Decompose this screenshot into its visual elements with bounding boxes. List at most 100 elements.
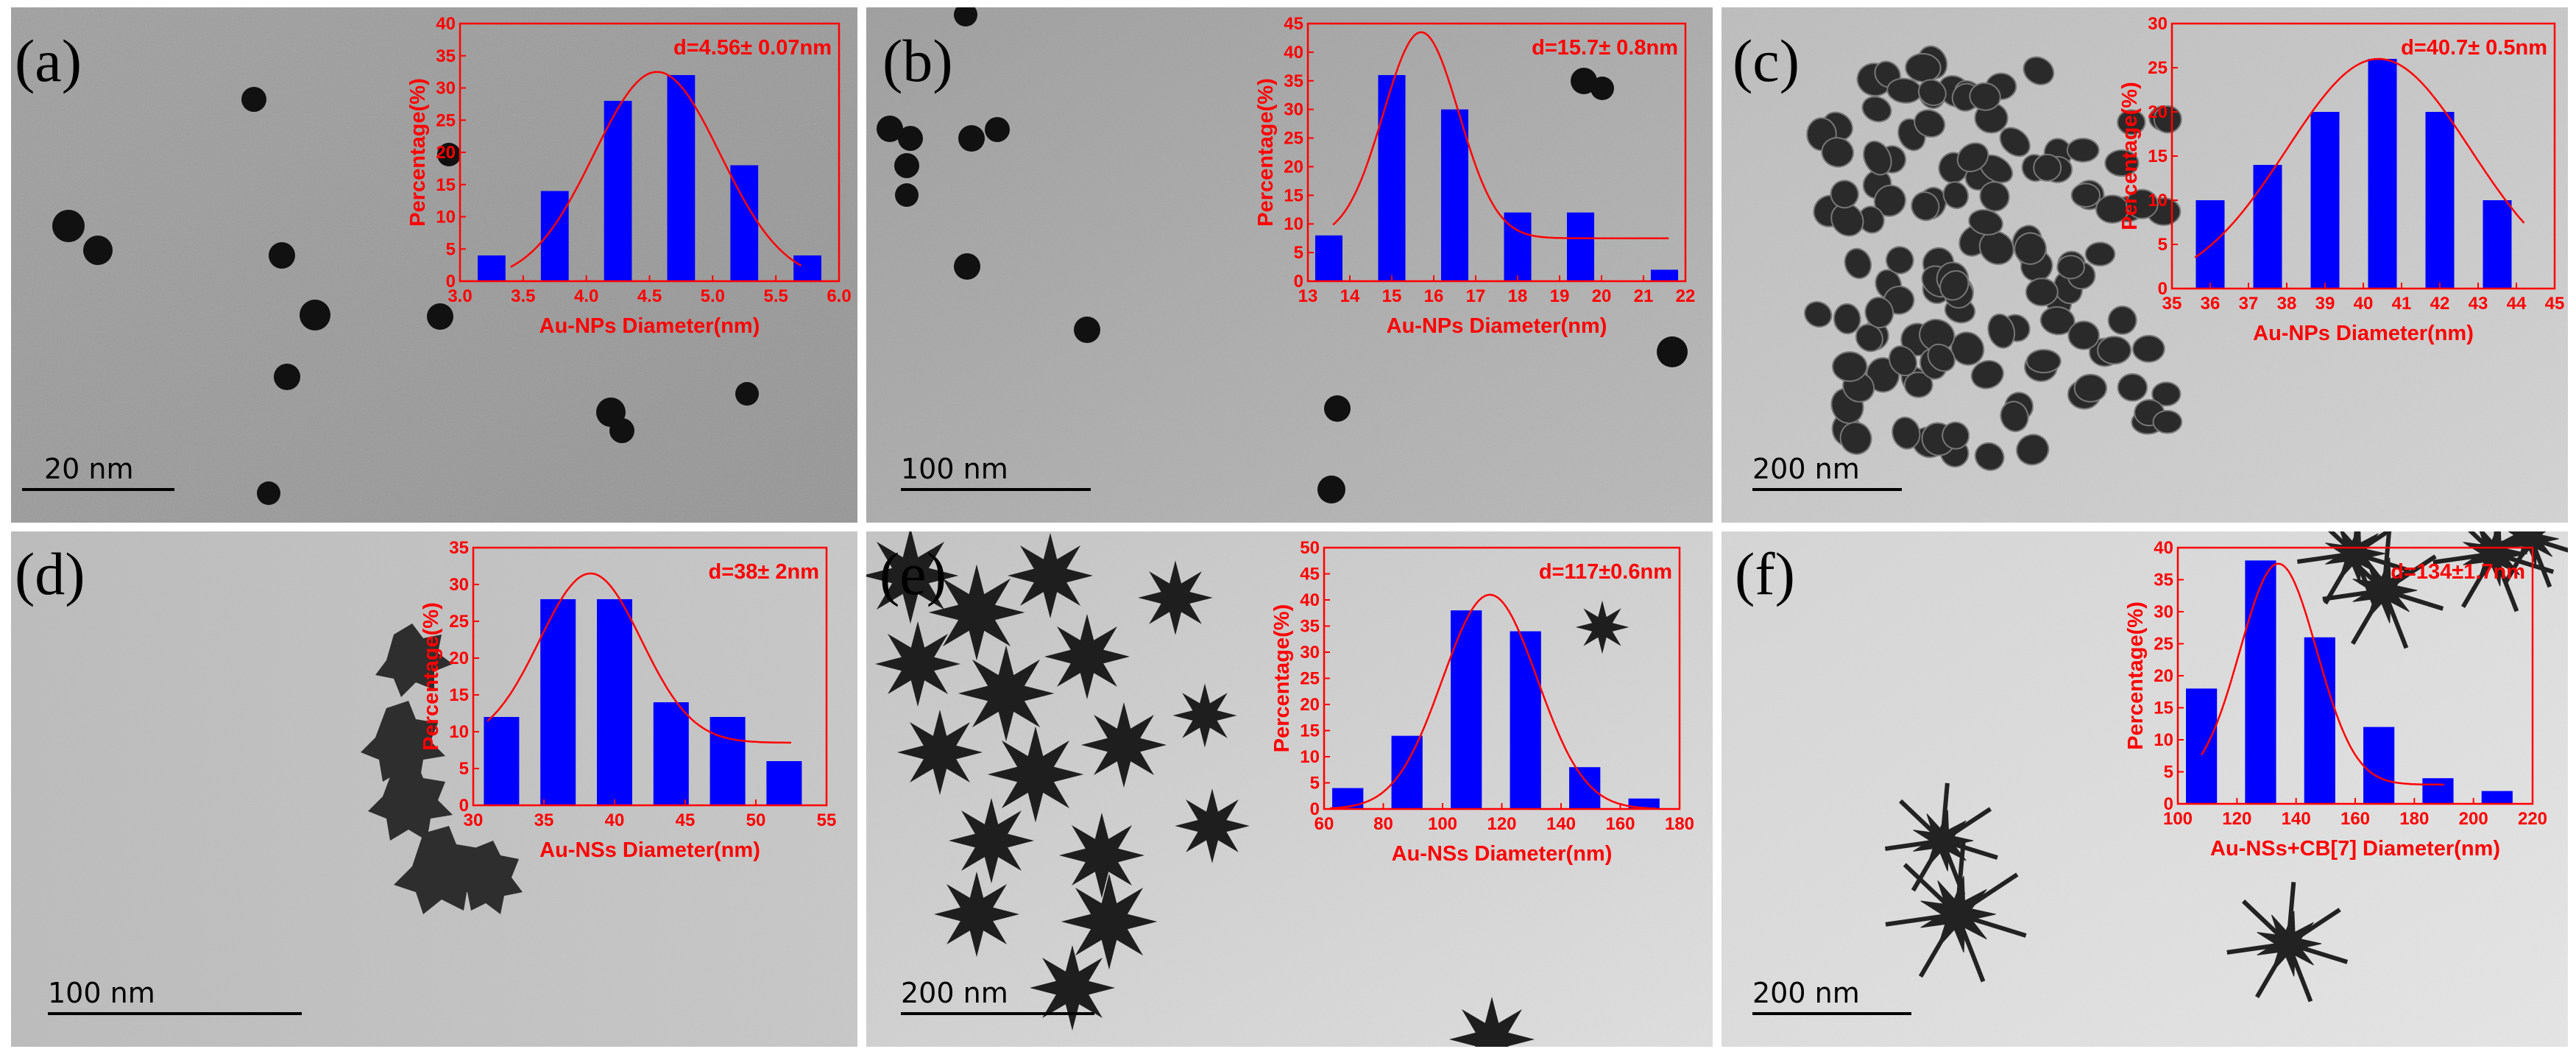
x-tick-label: 14	[1340, 286, 1360, 306]
histogram-e: 60 80 100 120 140 160 180 0 5 10 15 20 25 30 35 40 45 50 A…	[1270, 538, 1694, 866]
gaussian-fit-line	[2201, 562, 2444, 786]
y-tick-label: 0	[459, 796, 469, 816]
y-tick-label: 30	[436, 79, 456, 99]
x-tick-label: 36	[2201, 294, 2221, 314]
x-tick-label: 100	[2163, 809, 2193, 829]
y-tick-label: 25	[1284, 129, 1303, 149]
histogram-bar	[2481, 791, 2513, 804]
x-tick-label: 6.0	[827, 286, 851, 306]
x-tick-label: 4.5	[637, 286, 662, 306]
tem-image	[11, 7, 857, 523]
y-axis-label: Percentage(%)	[2124, 601, 2148, 749]
histogram-bar	[2186, 688, 2218, 804]
y-tick-label: 10	[2148, 191, 2168, 211]
histogram-bar	[1650, 269, 1679, 281]
y-axis-label: Percentage(%)	[406, 78, 430, 226]
x-tick-label: 140	[2282, 809, 2311, 829]
y-tick-label: 5	[2158, 235, 2168, 255]
histogram-bar	[766, 761, 802, 805]
plot-frame	[459, 22, 841, 283]
x-tick-label: 13	[1298, 286, 1318, 306]
x-tick-label: 22	[1676, 286, 1696, 306]
y-tick-label: 15	[2148, 146, 2168, 166]
histogram-d: 30 35 40 45 50 55 0 5 10 15 20 25 30 35 Au-NSs Diamete…	[420, 538, 836, 862]
y-tick-label: 45	[1300, 565, 1320, 584]
x-axis-label: Au-NSs+CB[7] Diameter(nm)	[2210, 837, 2500, 861]
x-axis-label: Au-NPs Diameter(nm)	[539, 314, 760, 338]
y-tick-label: 15	[1300, 721, 1320, 741]
histogram-bar	[1314, 235, 1343, 281]
y-axis-label: Percentage(%)	[420, 602, 443, 750]
histogram-b: 13 14 15 16 17 18 19 20 21 22 0 5 10 15 20 25 30 35 40 45 Au…	[1254, 14, 1696, 338]
y-tick-label: 25	[2148, 58, 2168, 78]
histogram-bar	[2245, 560, 2276, 804]
y-tick-label: 50	[1300, 538, 1320, 558]
y-tick-label: 35	[1300, 617, 1320, 637]
y-tick-label: 20	[436, 143, 456, 163]
y-axis-label: Percentage(%)	[1270, 604, 1294, 752]
y-tick-label: 20	[1300, 695, 1320, 715]
x-tick-label: 40	[605, 810, 625, 830]
x-tick-label: 120	[1487, 814, 1516, 834]
y-tick-label: 35	[2154, 570, 2173, 590]
histogram-bar	[2304, 637, 2335, 804]
mean-diameter-annotation: d=4.56± 0.07nm	[673, 36, 832, 60]
histogram-bar	[1378, 75, 1406, 281]
y-tick-label: 20	[449, 649, 469, 668]
histogram-bar	[484, 717, 520, 805]
y-tick-label: 0	[446, 272, 456, 292]
gaussian-fit-line	[486, 572, 791, 744]
nanoparticles	[52, 87, 759, 505]
nanostar-cluster	[361, 623, 523, 914]
y-tick-label: 30	[2154, 602, 2173, 622]
y-axis-label: Percentage(%)	[1254, 78, 1278, 226]
y-tick-label: 30	[2148, 14, 2168, 34]
y-tick-label: 30	[449, 575, 469, 595]
histogram-bar	[597, 599, 632, 805]
plot-frame	[2176, 546, 2534, 805]
histogram-bar	[540, 599, 576, 805]
x-tick-label: 140	[1546, 814, 1576, 834]
x-tick-label: 180	[1665, 814, 1694, 834]
histogram-bar	[1440, 109, 1469, 281]
plot-frame	[1306, 22, 1687, 283]
x-tick-label: 21	[1634, 286, 1654, 306]
histogram-f: 100 120 140 160 180 200 220 0 5 10 15 20 25 30 35 40 Au-…	[2124, 538, 2547, 861]
mean-diameter-annotation: d=134±1.7nm	[2391, 560, 2525, 584]
y-tick-label: 35	[436, 46, 456, 66]
x-tick-label: 3.0	[447, 286, 472, 306]
x-tick-label: 160	[1605, 814, 1635, 834]
y-tick-label: 5	[1310, 774, 1320, 794]
y-tick-label: 35	[449, 538, 469, 558]
histogram-bar	[2253, 165, 2282, 289]
y-tick-label: 25	[436, 110, 456, 130]
y-tick-label: 40	[1284, 43, 1303, 63]
y-tick-label: 10	[1284, 214, 1303, 234]
tem-image	[1722, 7, 2568, 523]
histogram-bar	[1569, 767, 1601, 809]
y-tick-label: 10	[449, 722, 469, 742]
gaussian-fit-line	[2194, 57, 2525, 258]
histogram-bar	[1510, 631, 1541, 809]
x-axis-label: Au-NSs Diameter(nm)	[1392, 842, 1613, 866]
y-tick-label: 0	[2158, 279, 2168, 299]
y-tick-label: 0	[1310, 799, 1320, 819]
y-tick-label: 20	[1284, 157, 1303, 177]
y-axis-label: Percentage(%)	[2118, 82, 2142, 230]
x-tick-label: 45	[2545, 294, 2565, 314]
plot-frame	[1323, 546, 1681, 810]
y-tick-label: 40	[1300, 590, 1320, 610]
panel-f: 100 120 140 160 180 200 220 0 5 10 15 20 25 30 35 40 Au-…	[1722, 531, 2568, 1047]
y-tick-label: 5	[2164, 763, 2173, 782]
x-tick-label: 35	[2162, 294, 2182, 314]
y-tick-label: 10	[1300, 747, 1320, 767]
gaussian-fit-line	[1332, 31, 1669, 239]
x-tick-label: 30	[464, 810, 484, 830]
x-tick-label: 200	[2459, 809, 2488, 829]
x-tick-label: 35	[534, 810, 554, 830]
y-tick-label: 25	[1300, 669, 1320, 689]
x-tick-label: 5.5	[763, 286, 788, 306]
x-tick-label: 40	[2354, 294, 2374, 314]
mean-diameter-annotation: d=40.7± 0.5nm	[2401, 36, 2547, 60]
x-tick-label: 5.0	[701, 286, 725, 306]
